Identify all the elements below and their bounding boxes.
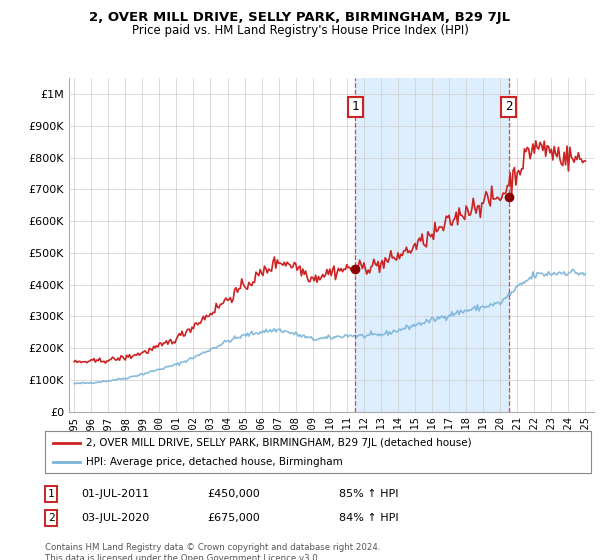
Text: HPI: Average price, detached house, Birmingham: HPI: Average price, detached house, Birm… — [86, 457, 343, 467]
Bar — [355, 78, 509, 412]
Text: 2, OVER MILL DRIVE, SELLY PARK, BIRMINGHAM, B29 7JL: 2, OVER MILL DRIVE, SELLY PARK, BIRMINGH… — [89, 11, 511, 24]
Text: £675,000: £675,000 — [207, 513, 260, 523]
Text: 84% ↑ HPI: 84% ↑ HPI — [339, 513, 398, 523]
Text: 2, OVER MILL DRIVE, SELLY PARK, BIRMINGHAM, B29 7JL (detached house): 2, OVER MILL DRIVE, SELLY PARK, BIRMINGH… — [86, 437, 472, 447]
Text: 1: 1 — [352, 100, 359, 114]
Text: 2: 2 — [505, 100, 512, 114]
Text: Contains HM Land Registry data © Crown copyright and database right 2024.
This d: Contains HM Land Registry data © Crown c… — [45, 543, 380, 560]
Text: 03-JUL-2020: 03-JUL-2020 — [81, 513, 149, 523]
Text: 1: 1 — [47, 489, 55, 499]
Text: 2: 2 — [47, 513, 55, 523]
Text: £450,000: £450,000 — [207, 489, 260, 499]
Text: 85% ↑ HPI: 85% ↑ HPI — [339, 489, 398, 499]
Text: Price paid vs. HM Land Registry's House Price Index (HPI): Price paid vs. HM Land Registry's House … — [131, 24, 469, 36]
Text: 01-JUL-2011: 01-JUL-2011 — [81, 489, 149, 499]
